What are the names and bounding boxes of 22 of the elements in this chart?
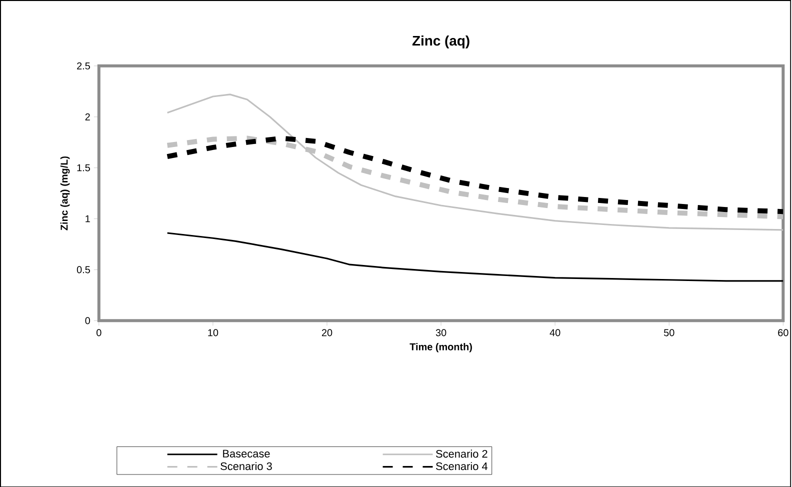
x-tick-label: 10 bbox=[208, 328, 218, 336]
legend-label: Scenario 4 bbox=[436, 462, 488, 470]
y-tick-label: 0 bbox=[85, 316, 90, 324]
x-axis-title: Time (month) bbox=[410, 342, 472, 352]
y-tick-label: 1 bbox=[86, 215, 90, 222]
x-tick-label: 40 bbox=[550, 328, 560, 336]
x-tick-label: 60 bbox=[778, 328, 788, 336]
y-tick-label: 0.5 bbox=[76, 266, 90, 273]
y-tick-label: 2.5 bbox=[77, 62, 90, 70]
x-tick-label: 50 bbox=[664, 328, 674, 336]
x-tick-label: 20 bbox=[322, 328, 332, 336]
chart-title: Zinc (aq) bbox=[412, 35, 470, 48]
legend-label: Basecase bbox=[223, 450, 270, 458]
y-tick-label: 2 bbox=[85, 113, 90, 120]
legend-label: Scenario 3 bbox=[220, 462, 272, 470]
x-tick-label: 0 bbox=[96, 328, 102, 336]
y-tick-label: 1.5 bbox=[77, 164, 90, 172]
line-series bbox=[166, 93, 784, 231]
y-axis-title: Zinc (aq) (mg/L) bbox=[60, 156, 70, 230]
line-series bbox=[166, 232, 784, 282]
legend-label: Scenario 2 bbox=[436, 449, 488, 458]
x-tick-label: 30 bbox=[436, 328, 446, 336]
